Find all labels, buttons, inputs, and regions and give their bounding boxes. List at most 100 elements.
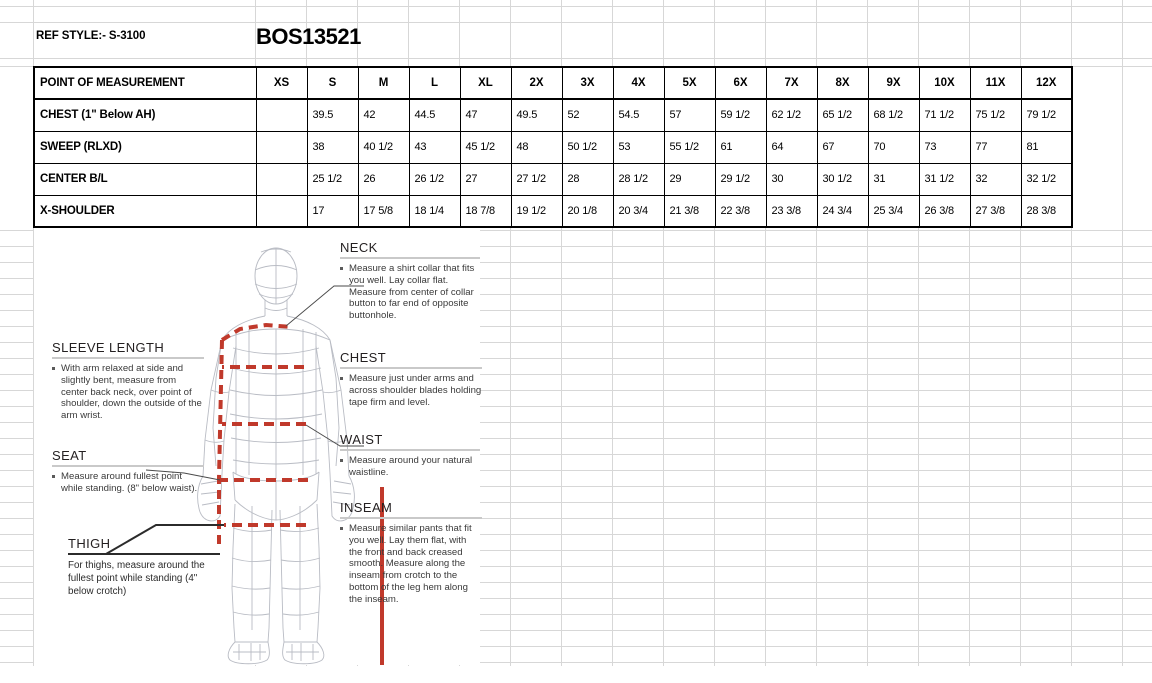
table-body: CHEST (1" Below AH) 39.5 42 44.5 47 49.5 52 54.… bbox=[33, 98, 1073, 228]
grid-line-horizontal bbox=[0, 598, 1152, 599]
table-header-row: POINT OF MEASUREMENT XS S M L XL 2X 3X 4X 5X 6X 7X… bbox=[33, 66, 1073, 100]
grid-line-vertical bbox=[867, 0, 868, 666]
measurement-cell: 75 1/2 bbox=[969, 98, 1022, 132]
measurement-cell: 59 1/2 bbox=[714, 98, 767, 132]
grid-line-vertical bbox=[510, 0, 511, 666]
measurement-cell: 44.5 bbox=[408, 98, 461, 132]
callout-neck-title: NECK bbox=[340, 240, 378, 255]
column-header-size-xs: XS bbox=[255, 66, 308, 100]
grid-line-horizontal bbox=[0, 406, 1152, 407]
grid-line-horizontal bbox=[0, 374, 1152, 375]
measurement-cell: 27 1/2 bbox=[510, 162, 563, 196]
grid-line-horizontal bbox=[0, 390, 1152, 391]
grid-line-horizontal bbox=[0, 502, 1152, 503]
grid-line-vertical bbox=[765, 0, 766, 666]
measurement-cell: 26 1/2 bbox=[408, 162, 461, 196]
measurement-cell: 24 3/4 bbox=[816, 194, 869, 228]
bullet-icon bbox=[52, 475, 55, 478]
callout-thigh-rule bbox=[68, 553, 220, 555]
measurement-cell: 38 bbox=[306, 130, 359, 164]
measurement-cell: 64 bbox=[765, 130, 818, 164]
grid-line-horizontal bbox=[0, 58, 1152, 59]
measurement-cell: 19 1/2 bbox=[510, 194, 563, 228]
row-header-label: CENTER B/L bbox=[33, 162, 257, 196]
callout-sleeve-length: SLEEVE LENGTH With arm relaxed at side a… bbox=[52, 340, 204, 422]
measurement-cell: 40 1/2 bbox=[357, 130, 410, 164]
column-header-size-2x: 2X bbox=[510, 66, 563, 100]
measurement-cell: 17 5/8 bbox=[357, 194, 410, 228]
column-header-size-7x: 7X bbox=[765, 66, 818, 100]
callout-inseam-title: INSEAM bbox=[340, 500, 393, 515]
callout-seat-rule bbox=[52, 465, 204, 467]
grid-line-horizontal bbox=[0, 614, 1152, 615]
measurement-cell: 28 3/8 bbox=[1020, 194, 1073, 228]
measurement-cell: 73 bbox=[918, 130, 971, 164]
measurement-cell: 65 1/2 bbox=[816, 98, 869, 132]
grid-line-horizontal bbox=[0, 262, 1152, 263]
grid-line-horizontal bbox=[0, 230, 1152, 231]
callout-inseam-body: Measure similar pants that fit you well.… bbox=[340, 523, 482, 606]
row-header-label: CHEST (1" Below AH) bbox=[33, 98, 257, 132]
grid-line-vertical bbox=[714, 0, 715, 666]
measurement-cell: 30 1/2 bbox=[816, 162, 869, 196]
callout-neck: NECK Measure a shirt collar that fits yo… bbox=[340, 240, 480, 322]
grid-line-horizontal bbox=[0, 278, 1152, 279]
bullet-icon bbox=[340, 459, 343, 462]
measurement-cell: 29 bbox=[663, 162, 716, 196]
measurement-table: POINT OF MEASUREMENT XS S M L XL 2X 3X 4X 5X 6X 7X… bbox=[33, 66, 1073, 228]
measurement-cell: 67 bbox=[816, 130, 869, 164]
measurement-cell: 79 1/2 bbox=[1020, 98, 1073, 132]
callout-chest-rule bbox=[340, 367, 482, 369]
measurement-cell: 71 1/2 bbox=[918, 98, 971, 132]
callout-inseam-rule bbox=[340, 517, 482, 519]
callout-sleeve-length-rule bbox=[52, 357, 204, 359]
measurement-cell: 57 bbox=[663, 98, 716, 132]
bullet-icon bbox=[340, 267, 343, 270]
measurement-cell: 62 1/2 bbox=[765, 98, 818, 132]
measurement-cell: 25 3/4 bbox=[867, 194, 920, 228]
grid-line-vertical bbox=[1122, 0, 1123, 666]
table-row: SWEEP (RLXD) 38 40 1/2 43 45 1/2 48 50 1/2 53 55… bbox=[33, 130, 1073, 164]
callout-inseam: INSEAM Measure similar pants that fit yo… bbox=[340, 500, 482, 606]
measurement-cell: 53 bbox=[612, 130, 665, 164]
measurement-cell: 20 1/8 bbox=[561, 194, 614, 228]
column-header-size-6x: 6X bbox=[714, 66, 767, 100]
grid-line-horizontal bbox=[0, 22, 1152, 23]
callout-waist: WAIST Measure around your natural waistl… bbox=[340, 432, 480, 479]
grid-line-horizontal bbox=[0, 6, 1152, 7]
grid-line-horizontal bbox=[0, 582, 1152, 583]
grid-line-vertical bbox=[663, 0, 664, 666]
callout-seat-title: SEAT bbox=[52, 448, 87, 463]
grid-line-horizontal bbox=[0, 662, 1152, 663]
grid-line-vertical bbox=[612, 0, 613, 666]
measurement-cell: 32 bbox=[969, 162, 1022, 196]
grid-line-horizontal bbox=[0, 518, 1152, 519]
callout-sleeve-length-body: With arm relaxed at side and slightly be… bbox=[52, 363, 204, 422]
measurement-cell: 52 bbox=[561, 98, 614, 132]
callout-waist-body: Measure around your natural waistline. bbox=[340, 455, 480, 479]
measurement-cell bbox=[255, 162, 308, 196]
measurement-cell: 47 bbox=[459, 98, 512, 132]
callout-waist-title: WAIST bbox=[340, 432, 383, 447]
measurement-cell: 28 1/2 bbox=[612, 162, 665, 196]
measurement-cell: 23 3/8 bbox=[765, 194, 818, 228]
grid-line-horizontal bbox=[0, 470, 1152, 471]
measurement-cell: 68 1/2 bbox=[867, 98, 920, 132]
table-row: CENTER B/L 25 1/2 26 26 1/2 27 27 1/2 28 28 1/2… bbox=[33, 162, 1073, 196]
column-header-size-4x: 4X bbox=[612, 66, 665, 100]
measurement-cell: 50 1/2 bbox=[561, 130, 614, 164]
callout-thigh-body: For thighs, measure around the fullest p… bbox=[68, 559, 205, 597]
grid-line-horizontal bbox=[0, 534, 1152, 535]
measurement-cell bbox=[255, 130, 308, 164]
column-header-size-s: S bbox=[306, 66, 359, 100]
measurement-cell: 31 1/2 bbox=[918, 162, 971, 196]
grid-line-horizontal bbox=[0, 422, 1152, 423]
callout-seat-body: Measure around fullest point while stand… bbox=[52, 471, 204, 495]
measurement-diagram-panel: NECK Measure a shirt collar that fits yo… bbox=[33, 228, 482, 665]
grid-line-horizontal bbox=[0, 246, 1152, 247]
callout-chest: CHEST Measure just under arms and across… bbox=[340, 350, 482, 408]
measurement-cell: 25 1/2 bbox=[306, 162, 359, 196]
callout-chest-title: CHEST bbox=[340, 350, 387, 365]
column-header-size-10x: 10X bbox=[918, 66, 971, 100]
measurement-cell: 77 bbox=[969, 130, 1022, 164]
